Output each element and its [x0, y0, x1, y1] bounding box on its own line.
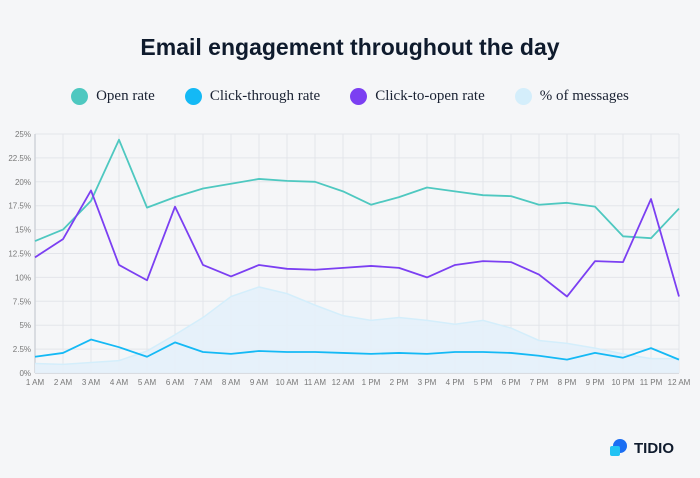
- x-tick-label: 10 PM: [611, 378, 634, 387]
- series-line-click-through-rate: [34, 338, 680, 361]
- y-tick-label: 17.5%: [8, 202, 31, 211]
- legend: Open rate Click-through rate Click-to-op…: [0, 88, 700, 105]
- x-tick-label: 2 AM: [54, 378, 73, 387]
- series-line-of-messages: [34, 286, 679, 366]
- legend-item-click-through-rate: Click-through rate: [184, 88, 321, 105]
- y-tick-label: 0%: [19, 369, 31, 378]
- x-tick-label: 2 PM: [390, 378, 409, 387]
- x-tick-label: 3 PM: [418, 378, 437, 387]
- x-tick-label: 8 PM: [558, 378, 577, 387]
- x-tick-label: 6 AM: [166, 378, 185, 387]
- y-tick-label: 10%: [15, 273, 31, 282]
- x-tick-label: 8 AM: [222, 378, 241, 387]
- x-tick-label: 4 PM: [446, 378, 465, 387]
- x-tick-label: 1 PM: [362, 378, 381, 387]
- tidio-logo-icon: [610, 439, 627, 456]
- legend-label: Click-through rate: [209, 88, 321, 104]
- legend-swatch: [184, 88, 202, 105]
- brand-logo: TIDIO: [608, 438, 674, 458]
- x-tick-label: 3 AM: [82, 378, 101, 387]
- x-tick-label: 5 AM: [138, 378, 157, 387]
- y-tick-label: 20%: [15, 178, 31, 187]
- legend-label: % of messages: [539, 88, 629, 104]
- legend-item-click-to-open-rate: Click-to-open rate: [350, 88, 485, 105]
- series-line-open-rate: [34, 138, 680, 242]
- y-tick-label: 7.5%: [13, 297, 31, 306]
- x-tick-label: 10 AM: [276, 378, 299, 387]
- x-tick-label: 9 PM: [586, 378, 605, 387]
- x-tick-label: 6 PM: [502, 378, 521, 387]
- x-tick-label: 5 PM: [474, 378, 493, 387]
- y-tick-label: 2.5%: [13, 345, 31, 354]
- x-tick-label: 9 AM: [250, 378, 269, 387]
- series-area-of-messages: [35, 286, 679, 373]
- brand-name: TIDIO: [634, 439, 674, 457]
- series-line-click-to-open-rate: [34, 189, 680, 298]
- chart-title: Email engagement throughout the day: [140, 34, 560, 60]
- x-tick-label: 11 PM: [640, 378, 663, 387]
- legend-label: Open rate: [96, 88, 155, 104]
- y-tick-label: 22.5%: [8, 154, 31, 163]
- x-tick-label: 12 AM: [332, 378, 355, 387]
- x-tick-label: 1 AM: [26, 378, 45, 387]
- legend-swatch: [71, 88, 89, 105]
- x-tick-label: 7 AM: [194, 378, 213, 387]
- x-tick-label: 12 AM: [668, 378, 691, 387]
- x-tick-label: 11 AM: [304, 378, 326, 387]
- legend-item-messages: % of messages: [514, 88, 629, 105]
- y-tick-label: 25%: [15, 130, 31, 139]
- legend-swatch: [350, 88, 368, 105]
- x-tick-label: 4 AM: [110, 378, 129, 387]
- x-tick-label: 7 PM: [530, 378, 549, 387]
- legend-label: Click-to-open rate: [375, 88, 485, 104]
- legend-item-open-rate: Open rate: [71, 88, 155, 105]
- y-tick-label: 5%: [19, 321, 31, 330]
- legend-swatch: [514, 88, 532, 105]
- y-tick-label: 12.5%: [8, 250, 31, 259]
- y-tick-label: 15%: [15, 226, 31, 235]
